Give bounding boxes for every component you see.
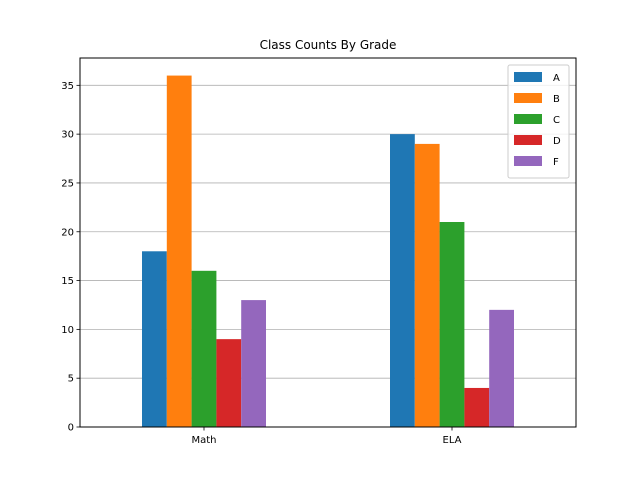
bar-F-ELA: [489, 309, 514, 427]
legend-swatch-D: [514, 135, 542, 145]
y-tick-label: 0: [68, 423, 74, 434]
y-tick-label: 10: [61, 325, 74, 336]
x-tick-label: Math: [191, 435, 216, 446]
legend-swatch-B: [514, 93, 542, 103]
y-tick-label: 30: [61, 130, 74, 141]
legend-swatch-C: [514, 114, 542, 124]
legend-swatch-F: [514, 156, 542, 166]
x-axis: Math ELA: [191, 427, 462, 446]
bar-F-Math: [241, 300, 266, 427]
legend-swatch-A: [514, 72, 542, 82]
y-tick-label: 20: [61, 227, 74, 238]
plot-area-frame: [79, 57, 577, 428]
y-tick-label: 35: [61, 81, 74, 92]
bar-A-Math: [142, 251, 167, 427]
legend-label-B: B: [553, 94, 560, 105]
legend-label-C: C: [553, 115, 560, 126]
y-tick-label: 15: [61, 276, 74, 287]
legend-label-D: D: [553, 136, 561, 147]
bar-A-ELA: [390, 134, 415, 427]
bar-C-Math: [191, 270, 217, 427]
x-tick-label: ELA: [443, 435, 462, 446]
y-tick-label: 5: [68, 374, 74, 385]
bar-D-ELA: [464, 387, 490, 427]
chart-title: Class Counts By Grade: [260, 38, 397, 52]
bar-D-Math: [216, 339, 242, 427]
legend-label-A: A: [553, 73, 560, 84]
bar-B-ELA: [414, 143, 440, 427]
legend-label-F: F: [553, 157, 559, 168]
y-tick-label: 25: [61, 178, 74, 189]
bar-C-ELA: [439, 222, 465, 427]
bar-B-Math: [166, 75, 192, 428]
bars: [142, 75, 514, 428]
y-axis: 0 5 10 15 20 25 30 35: [61, 81, 80, 434]
